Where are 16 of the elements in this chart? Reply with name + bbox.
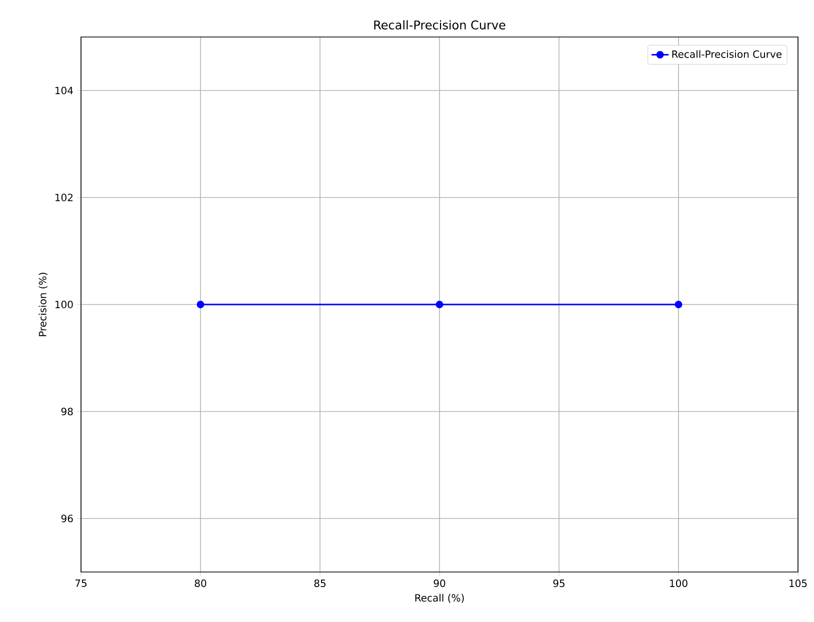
chart-title: Recall-Precision Curve	[374, 20, 506, 30]
y-tick-label: 98	[61, 408, 73, 416]
y-tick-label: 102	[55, 194, 72, 202]
y-tick-label: 104	[55, 86, 73, 94]
y-tick-label: 96	[61, 514, 73, 522]
x-tick-label: 105	[790, 580, 807, 588]
x-tick-label: 95	[553, 580, 564, 588]
x-tick-label: 90	[434, 580, 446, 588]
x-tick-label: 75	[75, 580, 86, 587]
y-axis-title: Precision (%)	[38, 272, 48, 336]
y-tick-label: 100	[55, 300, 73, 308]
x-axis-title: Recall (%)	[415, 594, 464, 603]
x-tick-label: 80	[194, 580, 206, 588]
legend-label: Recall-Precision Curve	[672, 50, 782, 58]
x-tick-label: 100	[670, 580, 688, 588]
x-tick-label: 85	[314, 580, 326, 588]
